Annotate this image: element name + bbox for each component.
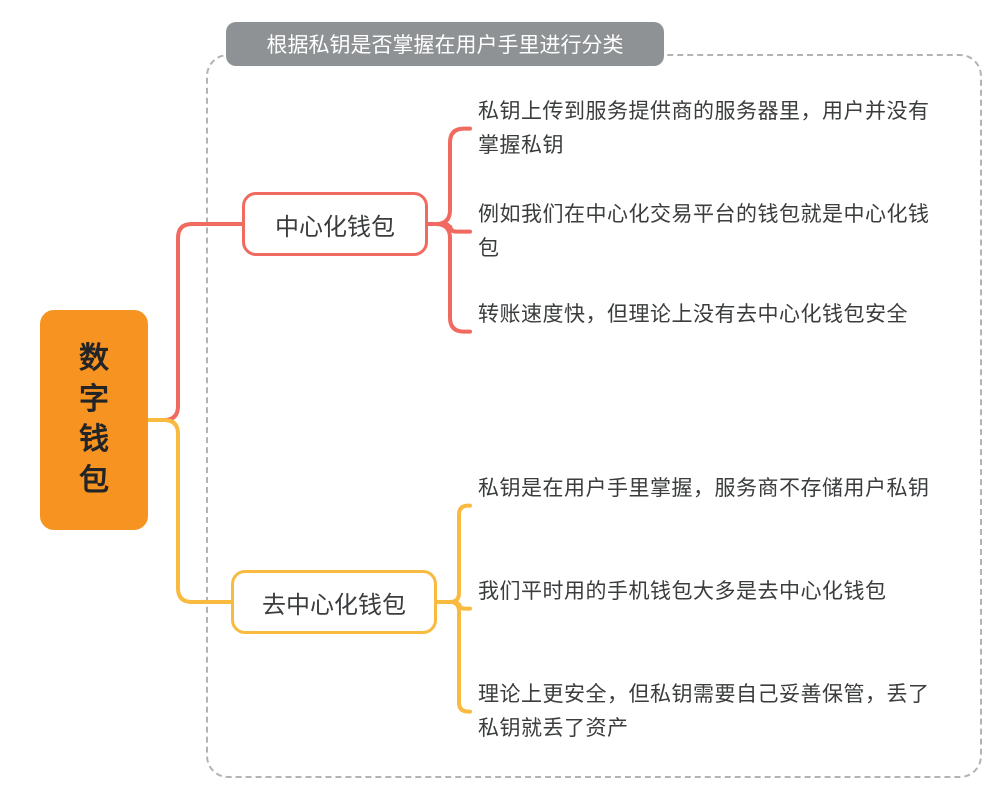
classification-header-text: 根据私钥是否掌握在用户手里进行分类 <box>267 29 624 59</box>
classification-header: 根据私钥是否掌握在用户手里进行分类 <box>226 22 664 66</box>
leaf-decentralized-2: 理论上更安全，但私钥需要自己妥善保管，丢了私钥就丢了资产 <box>478 678 948 745</box>
leaf-centralized-0: 私钥上传到服务提供商的服务器里，用户并没有掌握私钥 <box>478 95 948 162</box>
root-node-digital-wallet: 数字钱包 <box>40 310 148 530</box>
diagram-canvas: 根据私钥是否掌握在用户手里进行分类 数字钱包 中心化钱包 去中心化钱包 私钥上传… <box>0 0 1000 792</box>
leaf-decentralized-1: 我们平时用的手机钱包大多是去中心化钱包 <box>478 575 948 609</box>
leaf-centralized-1: 例如我们在中心化交易平台的钱包就是中心化钱包 <box>478 198 948 265</box>
root-label: 数字钱包 <box>79 339 109 501</box>
leaf-decentralized-0: 私钥是在用户手里掌握，服务商不存储用户私钥 <box>478 472 948 506</box>
branch-node-decentralized-label: 去中心化钱包 <box>262 585 406 620</box>
branch-node-decentralized: 去中心化钱包 <box>231 570 437 634</box>
category-container <box>206 54 982 778</box>
branch-node-centralized: 中心化钱包 <box>242 192 428 256</box>
leaf-centralized-2: 转账速度快，但理论上没有去中心化钱包安全 <box>478 298 948 332</box>
branch-node-centralized-label: 中心化钱包 <box>275 207 395 242</box>
